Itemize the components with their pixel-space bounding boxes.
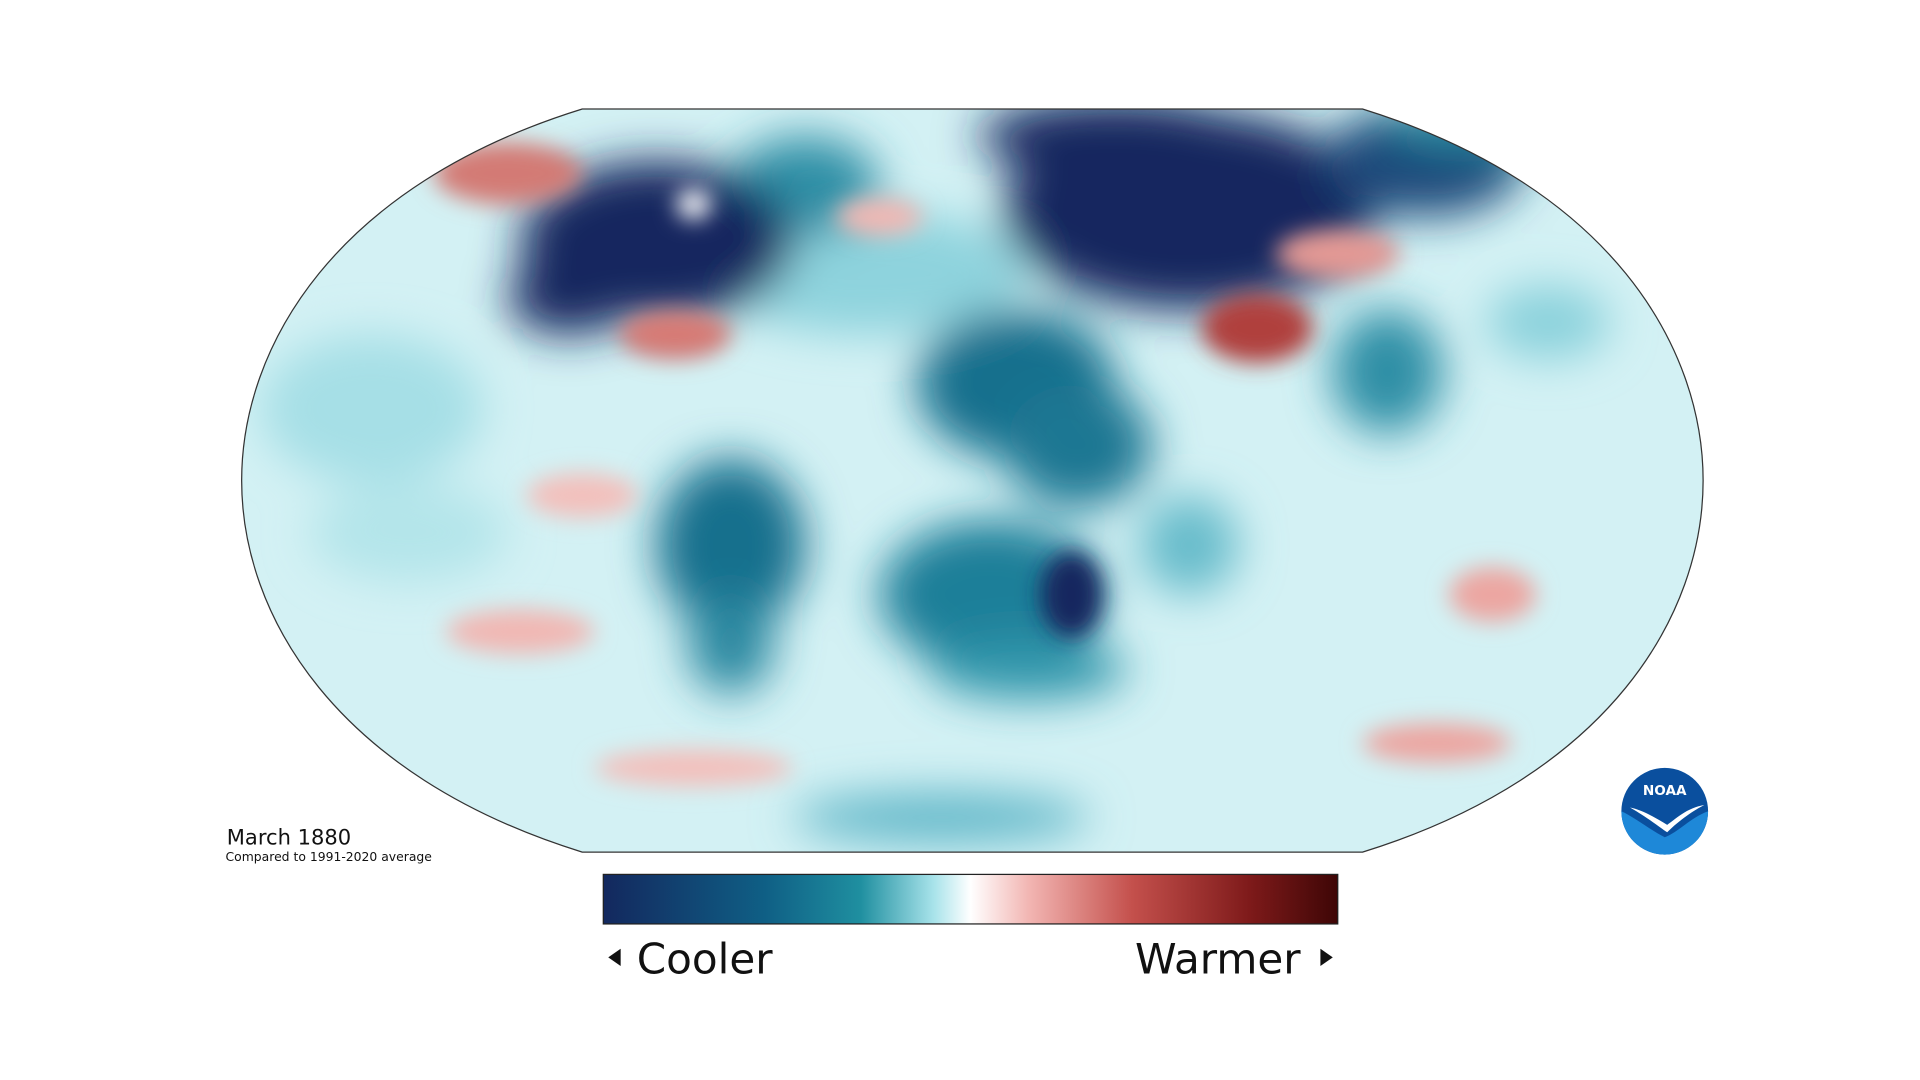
legend-low-label: Cooler <box>637 934 774 983</box>
map-subtitle: Compared to 1991-2020 average <box>226 850 432 864</box>
logo-bird <box>1630 805 1705 833</box>
arrow-right <box>1320 948 1333 967</box>
legend-high-label: Warmer <box>1135 934 1301 983</box>
map-title: March 1880 <box>227 825 351 850</box>
logo-wave <box>1621 811 1709 855</box>
noaa-logo: NOAA <box>1621 767 1709 855</box>
color-bar <box>602 873 1339 925</box>
map-outline <box>241 108 1704 853</box>
arrow-left <box>608 948 621 967</box>
logo-text: NOAA <box>1643 783 1687 799</box>
anomaly-field <box>241 108 1704 853</box>
